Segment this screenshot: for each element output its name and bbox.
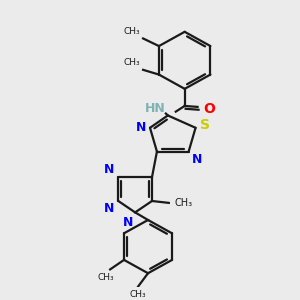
Text: N: N bbox=[136, 121, 146, 134]
Text: CH₃: CH₃ bbox=[175, 198, 193, 208]
Text: HN: HN bbox=[145, 102, 166, 115]
Text: N: N bbox=[123, 216, 133, 229]
Text: S: S bbox=[200, 118, 209, 132]
Text: O: O bbox=[203, 102, 215, 116]
Text: CH₃: CH₃ bbox=[124, 58, 140, 67]
Text: CH₃: CH₃ bbox=[124, 27, 140, 36]
Text: CH₃: CH₃ bbox=[130, 290, 146, 299]
Text: N: N bbox=[104, 202, 114, 215]
Text: N: N bbox=[104, 163, 114, 176]
Text: N: N bbox=[192, 154, 202, 166]
Text: CH₃: CH₃ bbox=[98, 273, 115, 282]
